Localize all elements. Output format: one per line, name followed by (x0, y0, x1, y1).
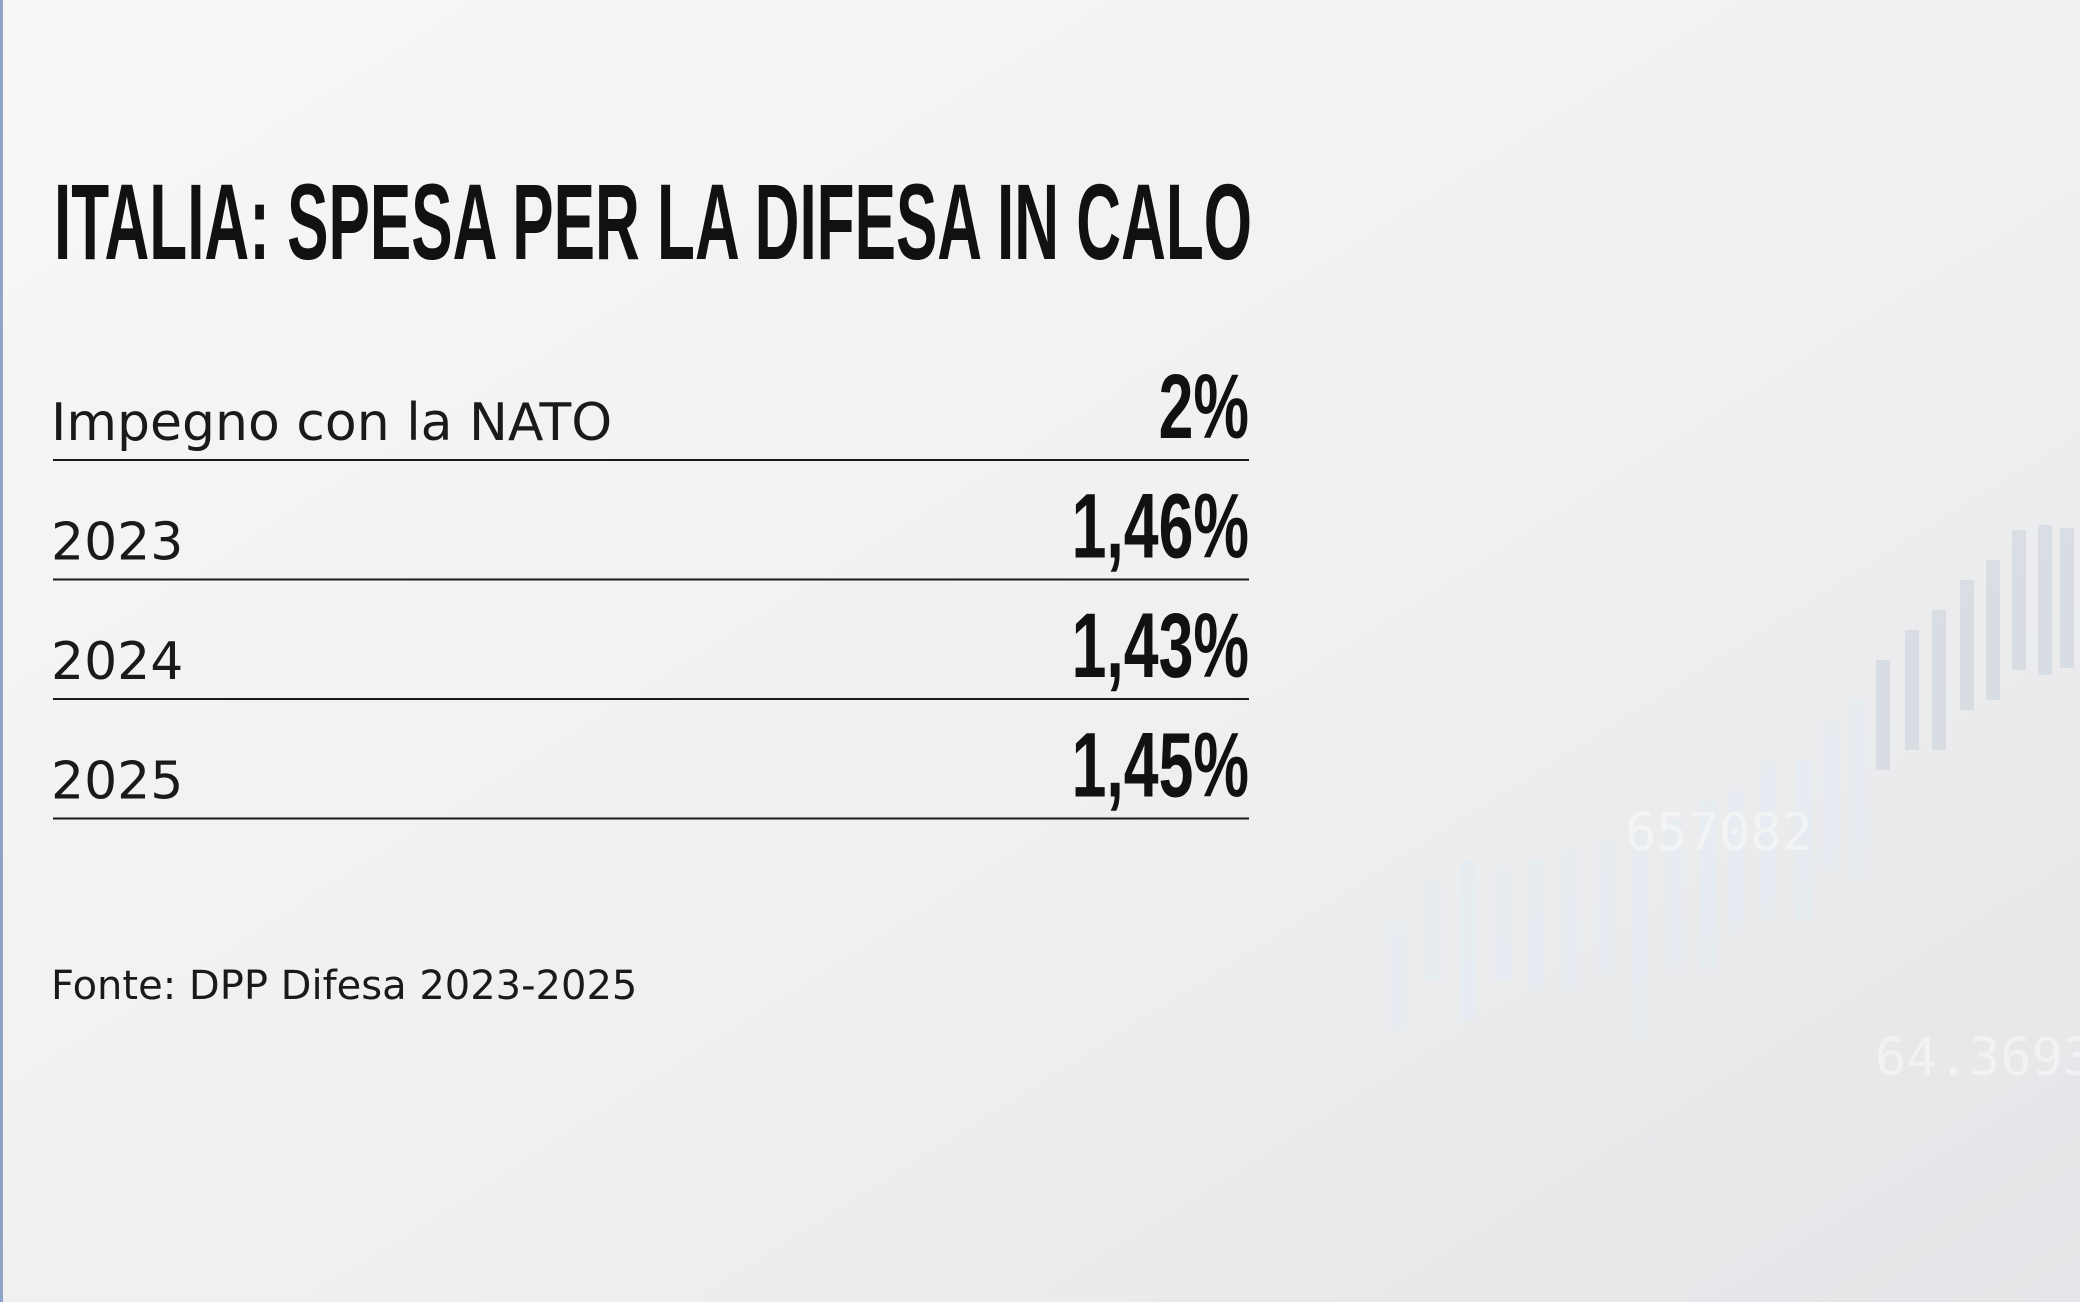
table-row: 2023 1,46% (51, 474, 1249, 581)
row-label: 2025 (51, 752, 183, 812)
row-value: 1,45% (1072, 713, 1249, 816)
table-row: Impegno con la NATO 2% (51, 355, 1249, 461)
background-number: 657082 (1625, 803, 1813, 863)
table: Impegno con la NATO 2%2023 1,46%2024 1,43%2… (51, 355, 1249, 820)
left-edge (0, 0, 3, 1302)
row-value: 1,43% (1072, 594, 1249, 697)
candle-bodies-light (1390, 700, 1866, 1040)
table-row: 2025 1,45% (51, 713, 1249, 820)
row-label: 2023 (51, 513, 183, 573)
row-label: Impegno con la NATO (51, 393, 612, 453)
source: Fonte: DPP Difesa 2023-2025 (51, 963, 637, 1009)
table-row: 2024 1,43% (51, 594, 1249, 700)
row-value: 2% (1159, 355, 1249, 458)
background-number: 64.3693 (1875, 1028, 2080, 1088)
candle-bodies (1876, 525, 2074, 770)
background-decoration: 657082 64.3693 (1390, 212, 2080, 1300)
row-value: 1,46% (1072, 474, 1249, 577)
title: ITALIA: SPESA PER LA DIFESA IN CALO (54, 161, 1252, 282)
row-label: 2024 (51, 632, 183, 692)
